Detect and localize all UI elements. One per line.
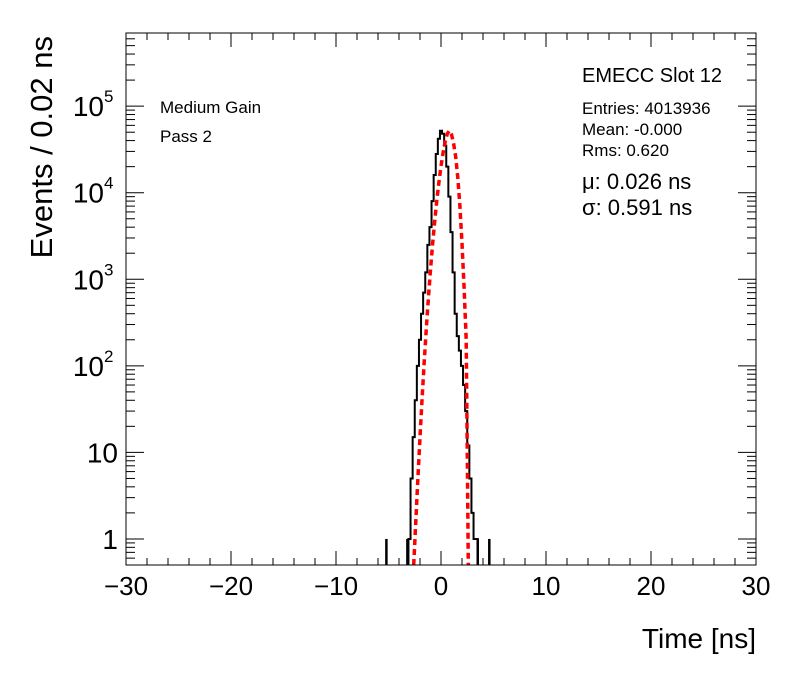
- x-tick-label: 20: [637, 571, 666, 601]
- x-tick-label: −10: [314, 571, 358, 601]
- histogram-line: [407, 129, 479, 565]
- x-tick-label: 0: [434, 571, 448, 601]
- x-tick-label: 10: [532, 571, 561, 601]
- fit-sigma: σ: 0.591 ns: [582, 195, 692, 220]
- tick-marks: [125, 32, 757, 566]
- annotation-pass: Pass 2: [160, 127, 212, 146]
- plot-marks: [385, 127, 491, 566]
- x-axis-label: Time [ns]: [642, 623, 756, 654]
- x-tick-label: 30: [742, 571, 771, 601]
- y-axis-label: Events / 0.02 ns: [24, 36, 59, 258]
- chart-title: EMECC Slot 12: [582, 65, 722, 87]
- fit-mu: μ: 0.026 ns: [582, 169, 691, 194]
- y-tick-exponent: 2: [104, 347, 113, 366]
- y-tick-label: 10: [73, 91, 104, 122]
- x-tick-label: −30: [104, 571, 148, 601]
- y-tick-label: 10: [73, 351, 104, 382]
- x-tick-label: −20: [209, 571, 253, 601]
- stat-rms: Rms: 0.620: [582, 141, 669, 160]
- y-tick-exponent: 3: [104, 260, 113, 279]
- stat-entries: Entries: 4013936: [582, 99, 711, 118]
- y-tick-label: 1: [102, 524, 118, 555]
- fit-curve: [411, 127, 471, 566]
- y-tick-label: 10: [73, 264, 104, 295]
- y-tick-label: 10: [87, 437, 118, 468]
- y-tick-exponent: 4: [104, 174, 113, 193]
- annotation-gain: Medium Gain: [160, 98, 261, 117]
- stat-mean: Mean: -0.000: [582, 120, 682, 139]
- y-tick-label: 10: [73, 178, 104, 209]
- y-tick-exponent: 5: [104, 87, 113, 106]
